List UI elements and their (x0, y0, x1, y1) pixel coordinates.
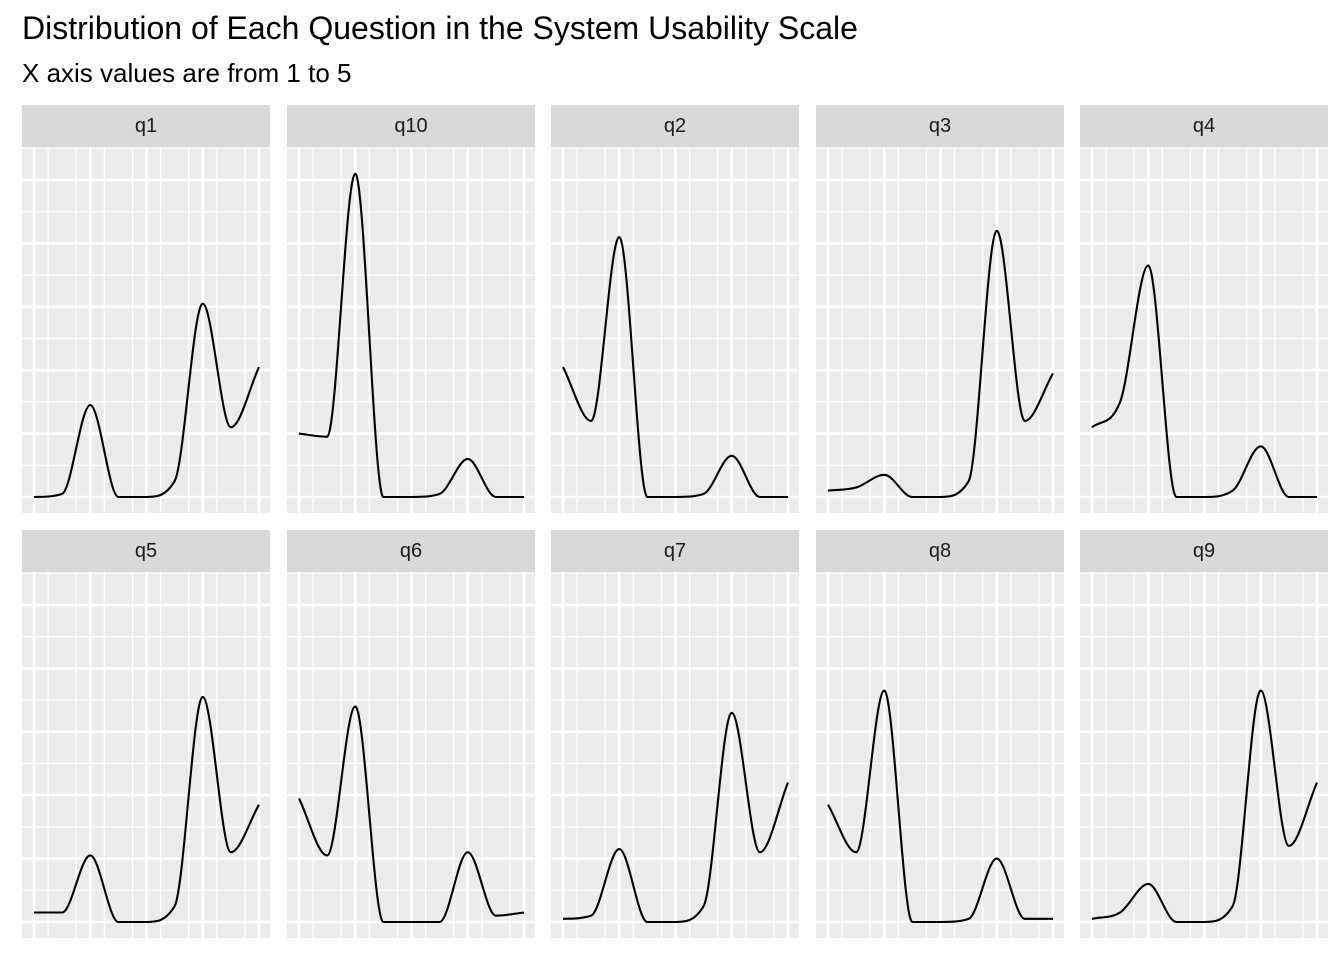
facet-panel-q8: q8 (816, 530, 1064, 938)
density-curve-q10 (298, 172, 524, 499)
facet-plot-area (816, 572, 1064, 938)
chart-title: Distribution of Each Question in the Sys… (22, 10, 858, 46)
facet-panel-q7: q7 (551, 530, 799, 938)
density-curve-q1 (33, 302, 260, 499)
density-curve-q5 (34, 695, 260, 924)
facet-plot-area (22, 147, 270, 513)
facet-plot-area (287, 147, 535, 513)
chart-subtitle: X axis values are from 1 to 5 (22, 58, 352, 88)
facet-panel-q2: q2 (551, 105, 799, 513)
facet-panel-q5: q5 (22, 530, 270, 938)
density-curve-q8 (827, 689, 1053, 924)
facet-plot-area (551, 572, 799, 938)
facet-strip-label: q4 (1080, 105, 1328, 147)
facet-panel-q1: q1 (22, 105, 270, 513)
facet-plot-area (22, 572, 270, 938)
facet-strip-label: q2 (551, 105, 799, 147)
density-curve-q2 (562, 236, 788, 499)
facet-strip-label: q7 (551, 530, 799, 572)
density-curve-q7 (562, 711, 789, 924)
facet-strip-label: q3 (816, 105, 1064, 147)
facet-strip-label: q6 (287, 530, 535, 572)
density-curve-q3 (827, 229, 1054, 499)
facet-strip-label: q5 (22, 530, 270, 572)
facet-panel-q10: q10 (287, 105, 535, 513)
facet-plot-area (1080, 147, 1328, 513)
facet-plot-area (551, 147, 799, 513)
facet-plot-area (816, 147, 1064, 513)
facet-panel-q6: q6 (287, 530, 535, 938)
density-curve-q6 (298, 705, 525, 924)
facet-panel-q3: q3 (816, 105, 1064, 513)
density-curve-q4 (1091, 264, 1317, 499)
facet-strip-label: q8 (816, 530, 1064, 572)
facet-strip-label: q1 (22, 105, 270, 147)
facet-plot-area (1080, 572, 1328, 938)
density-curve-q9 (1091, 689, 1318, 924)
facet-panel-q9: q9 (1080, 530, 1328, 938)
facet-plot-area (287, 572, 535, 938)
facet-panel-q4: q4 (1080, 105, 1328, 513)
facet-strip-label: q9 (1080, 530, 1328, 572)
facet-strip-label: q10 (287, 105, 535, 147)
